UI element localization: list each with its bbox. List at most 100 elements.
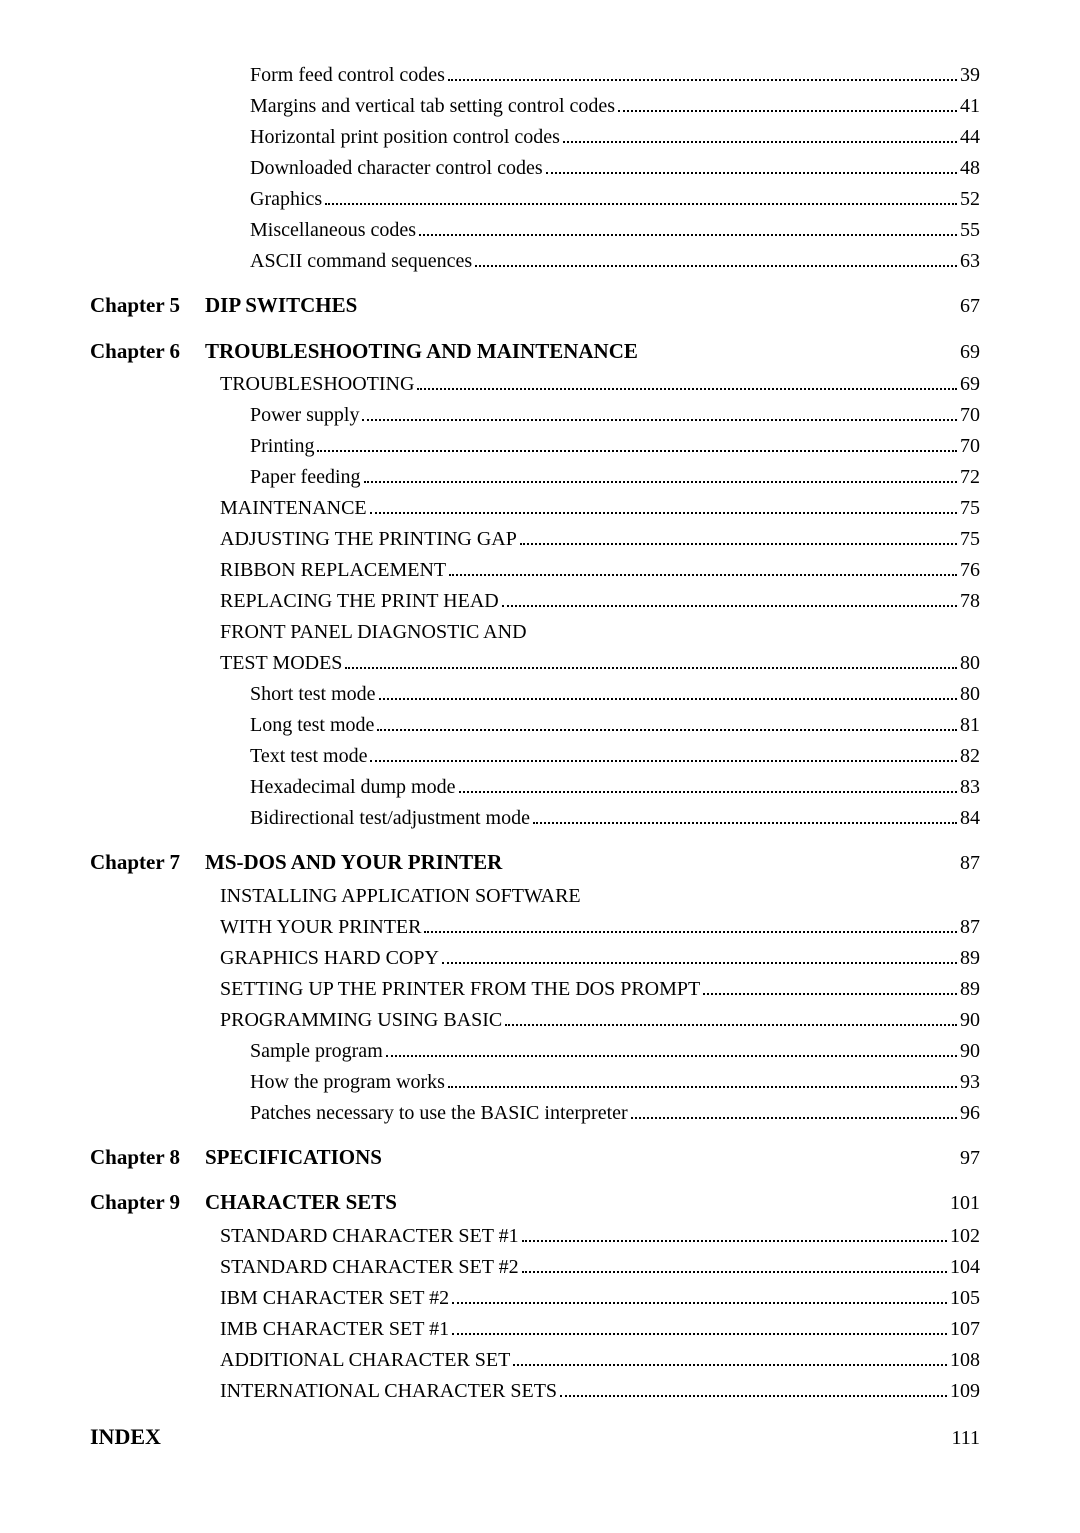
toc-entry-text: STANDARD CHARACTER SET #2 xyxy=(220,1252,519,1282)
toc-chapter: Chapter 8SPECIFICATIONS97 xyxy=(90,1142,980,1174)
toc-entry-page: 76 xyxy=(960,555,980,585)
toc-entry: IBM CHARACTER SET #2 105 xyxy=(190,1283,980,1313)
toc-chapter-title: CHARACTER SETS xyxy=(205,1187,930,1219)
toc-chapter-title: MS-DOS AND YOUR PRINTER xyxy=(205,847,940,879)
toc-entry-text: PROGRAMMING USING BASIC xyxy=(220,1005,502,1035)
toc-entry-text: Printing xyxy=(250,431,314,461)
toc-chapter-title: SPECIFICATIONS xyxy=(205,1142,940,1174)
toc-leader-dots xyxy=(377,729,957,731)
toc-entry: ASCII command sequences63 xyxy=(190,246,980,276)
toc-entry-text: Text test mode xyxy=(250,741,367,771)
toc-entry-page: 84 xyxy=(960,803,980,833)
toc-entry-page: 52 xyxy=(960,184,980,214)
toc-entry-text: MAINTENANCE xyxy=(220,493,367,523)
toc-entry-text: IBM CHARACTER SET #2 xyxy=(220,1283,449,1313)
toc-entry: IMB CHARACTER SET #1 107 xyxy=(190,1314,980,1344)
toc-entry-page: 107 xyxy=(950,1314,980,1344)
toc-leader-dots xyxy=(448,1086,957,1088)
toc-leader-dots xyxy=(546,172,957,174)
toc-entry-text: Form feed control codes xyxy=(250,60,445,90)
toc-chapter-page: 87 xyxy=(960,848,980,878)
toc-leader-dots xyxy=(417,388,957,390)
toc-entry: Miscellaneous codes 55 xyxy=(190,215,980,245)
toc-leader-dots xyxy=(386,1055,957,1057)
toc-entry-page: 102 xyxy=(950,1221,980,1251)
toc-entry: Graphics52 xyxy=(190,184,980,214)
toc-leader-dots xyxy=(505,1024,957,1026)
toc-leader-dots xyxy=(325,203,957,205)
toc-chapter-title: DIP SWITCHES xyxy=(205,290,940,322)
toc-entry-page: 44 xyxy=(960,122,980,152)
toc-leader-dots xyxy=(345,667,957,669)
toc-entry: Printing70 xyxy=(190,431,980,461)
toc-entry-page: 81 xyxy=(960,710,980,740)
toc-entry: GRAPHICS HARD COPY89 xyxy=(190,943,980,973)
toc-entry-page: 78 xyxy=(960,586,980,616)
toc-entry: How the program works 93 xyxy=(190,1067,980,1097)
toc-leader-dots xyxy=(522,1271,947,1273)
toc-chapter-page: 101 xyxy=(950,1188,980,1218)
toc-chapter-page: 69 xyxy=(960,337,980,367)
toc-leader-dots xyxy=(618,110,957,112)
toc-chapter-title: TROUBLESHOOTING AND MAINTENANCE xyxy=(205,336,940,368)
toc-entry: FRONT PANEL DIAGNOSTIC AND xyxy=(190,617,980,647)
toc-entry: TEST MODES80 xyxy=(190,648,980,678)
toc-entry-page: 41 xyxy=(960,91,980,121)
toc-entry: Long test mode 81 xyxy=(190,710,980,740)
toc-entry: Form feed control codes39 xyxy=(190,60,980,90)
toc-entry-text: Patches necessary to use the BASIC inter… xyxy=(250,1098,628,1128)
toc-entry-text: TEST MODES xyxy=(220,648,342,678)
toc-entry: PROGRAMMING USING BASIC 90 xyxy=(190,1005,980,1035)
toc-entry-text: Downloaded character control codes xyxy=(250,153,543,183)
toc-entry-page: 109 xyxy=(950,1376,980,1406)
toc-entry-page: 75 xyxy=(960,524,980,554)
toc-leader-dots xyxy=(560,1395,947,1397)
toc-leader-dots xyxy=(362,419,957,421)
toc-entry-page: 80 xyxy=(960,679,980,709)
toc-leader-dots xyxy=(419,234,957,236)
toc-entry-page: 89 xyxy=(960,974,980,1004)
toc-entry-text: REPLACING THE PRINT HEAD xyxy=(220,586,499,616)
toc-leader-dots xyxy=(452,1302,947,1304)
toc-chapter: Chapter 5DIP SWITCHES67 xyxy=(90,290,980,322)
toc-entry-text: Hexadecimal dump mode xyxy=(250,772,456,802)
toc-entry: Power supply70 xyxy=(190,400,980,430)
toc-entry-text: IMB CHARACTER SET #1 xyxy=(220,1314,449,1344)
toc-entry-text: Long test mode xyxy=(250,710,374,740)
toc-entry: ADDITIONAL CHARACTER SET108 xyxy=(190,1345,980,1375)
toc-chapter-label: Chapter 5 xyxy=(90,290,205,322)
toc-leader-dots xyxy=(442,962,957,964)
toc-leader-dots xyxy=(459,791,958,793)
toc-entry: MAINTENANCE 75 xyxy=(190,493,980,523)
toc-index: INDEX111 xyxy=(90,1420,980,1453)
toc-index-page: 111 xyxy=(951,1423,980,1453)
toc-chapter-label: Chapter 6 xyxy=(90,336,205,368)
toc-chapter-page: 97 xyxy=(960,1143,980,1173)
toc-chapter-label: Chapter 7 xyxy=(90,847,205,879)
toc-entry-text: ADJUSTING THE PRINTING GAP xyxy=(220,524,517,554)
toc-entry-text: Miscellaneous codes xyxy=(250,215,416,245)
toc-entry: WITH YOUR PRINTER87 xyxy=(190,912,980,942)
toc-entry-text: STANDARD CHARACTER SET #1 xyxy=(220,1221,519,1251)
toc-entry-page: 105 xyxy=(950,1283,980,1313)
toc-entry-text: Sample program xyxy=(250,1036,383,1066)
toc-entry-page: 93 xyxy=(960,1067,980,1097)
toc-entry: Short test mode80 xyxy=(190,679,980,709)
toc-leader-dots xyxy=(475,265,957,267)
toc-entry: Horizontal print position control codes4… xyxy=(190,122,980,152)
toc-entry: RIBBON REPLACEMENT76 xyxy=(190,555,980,585)
toc-entry: Paper feeding72 xyxy=(190,462,980,492)
toc-entry-text: INSTALLING APPLICATION SOFTWARE xyxy=(220,885,581,907)
toc-entry-page: 72 xyxy=(960,462,980,492)
toc-leader-dots xyxy=(520,543,957,545)
toc-leader-dots xyxy=(631,1117,957,1119)
toc-entry-page: 75 xyxy=(960,493,980,523)
toc-entry-text: How the program works xyxy=(250,1067,445,1097)
toc-chapter-label: Chapter 9 xyxy=(90,1187,205,1219)
toc-entry: ADJUSTING THE PRINTING GAP 75 xyxy=(190,524,980,554)
toc-entry-page: 55 xyxy=(960,215,980,245)
toc-entry-page: 90 xyxy=(960,1005,980,1035)
toc-entry: Margins and vertical tab setting control… xyxy=(190,91,980,121)
toc-entry-page: 108 xyxy=(950,1345,980,1375)
toc-entry: TROUBLESHOOTING69 xyxy=(190,369,980,399)
